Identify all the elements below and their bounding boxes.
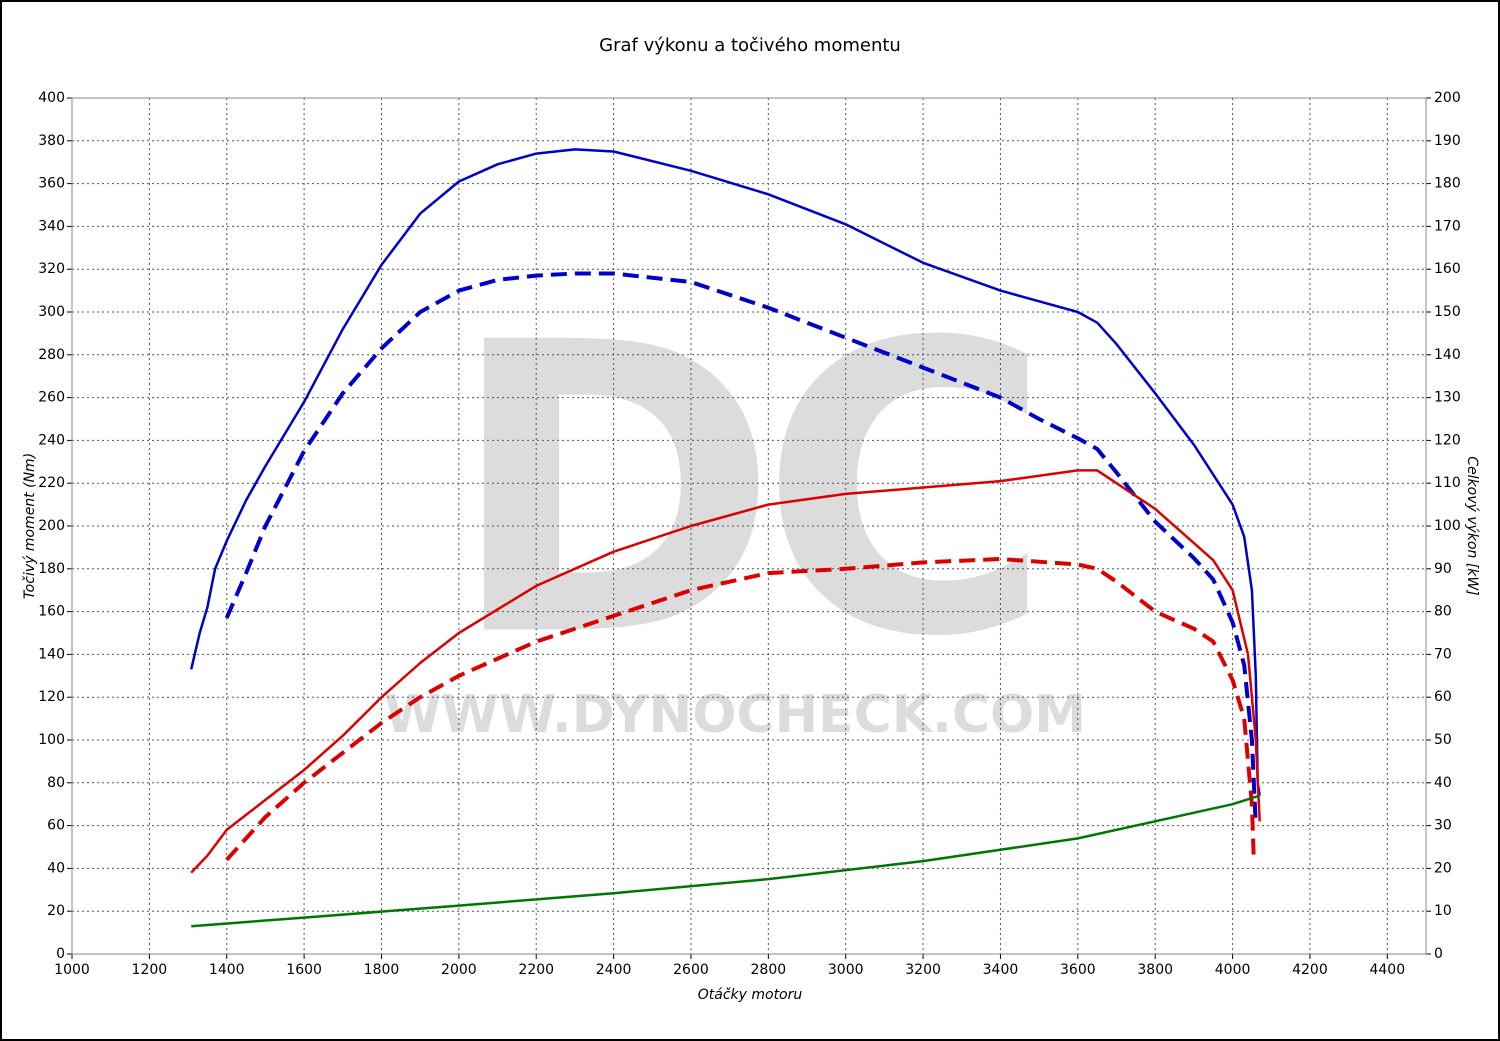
series-line (190, 469, 1261, 874)
watermark: WWW.DYNOCHECK.COM (384, 685, 1086, 745)
plot-border (71, 97, 1427, 955)
y-tick-label: 220 (38, 475, 65, 491)
y2-tick-label: 120 (1434, 432, 1461, 448)
x-tick-label: 3600 (1060, 962, 1096, 978)
y-tick-label: 80 (47, 775, 65, 791)
y-tick-label: 40 (47, 860, 65, 876)
y-tick-label: 200 (38, 518, 65, 534)
x-tick-label: 1000 (54, 962, 90, 978)
x-tick-label: 3800 (1137, 962, 1173, 978)
x-tick-label: 3000 (828, 962, 864, 978)
y-tick-label: 0 (56, 946, 65, 962)
x-tick-label: 2200 (518, 962, 554, 978)
series-line (225, 557, 1256, 862)
y-tick-label: 160 (38, 604, 65, 620)
y-tick-label: 180 (38, 561, 65, 577)
x-tick-label: 1400 (209, 962, 245, 978)
y-axis-label: Točivý moment (Nm) (22, 453, 38, 599)
x-tick-label: 1200 (132, 962, 168, 978)
y-tick-label: 280 (38, 347, 65, 363)
watermark: DC (447, 259, 1033, 724)
y2-tick-label: 100 (1434, 518, 1461, 534)
y-tick-label: 100 (38, 732, 65, 748)
y2-tick-label: 40 (1434, 775, 1452, 791)
chart-title: Graf výkonu a točivého momentu (599, 35, 901, 56)
y2-tick-label: 80 (1434, 604, 1452, 620)
y-tick-label: 360 (38, 176, 65, 192)
y2-tick-label: 10 (1434, 903, 1452, 919)
series-line (191, 794, 1261, 928)
x-tick-label: 4200 (1292, 962, 1328, 978)
y2-axis-label: Celkový výkon [kW] (1464, 456, 1480, 595)
x-tick-label: 3400 (983, 962, 1019, 978)
x-axis-label: Otáčky motoru (698, 987, 803, 1003)
y-tick-label: 140 (38, 646, 65, 662)
y-tick-label: 320 (38, 261, 65, 277)
x-tick-label: 2000 (441, 962, 477, 978)
y-tick-label: 260 (38, 390, 65, 406)
x-tick-label: 1600 (286, 962, 322, 978)
y-tick-label: 340 (38, 218, 65, 234)
y-tick-label: 120 (38, 689, 65, 705)
x-tick-label: 4000 (1215, 962, 1251, 978)
x-tick-label: 2600 (673, 962, 709, 978)
y2-tick-label: 50 (1434, 732, 1452, 748)
y2-tick-label: 140 (1434, 347, 1461, 363)
y-tick-label: 300 (38, 304, 65, 320)
y-tick-label: 240 (38, 432, 65, 448)
y-tick-label: 20 (47, 903, 65, 919)
y2-tick-label: 70 (1434, 646, 1452, 662)
y2-tick-label: 130 (1434, 390, 1461, 406)
y2-tick-label: 90 (1434, 561, 1452, 577)
y2-tick-label: 190 (1434, 133, 1461, 149)
x-tick-label: 4400 (1369, 962, 1405, 978)
y2-tick-label: 20 (1434, 860, 1452, 876)
y2-tick-label: 160 (1434, 261, 1461, 277)
x-tick-label: 2800 (751, 962, 787, 978)
y-tick-label: 60 (47, 818, 65, 834)
y-tick-label: 400 (38, 90, 65, 106)
series-line (189, 148, 1261, 796)
x-tick-label: 3200 (905, 962, 941, 978)
y2-tick-label: 180 (1434, 176, 1461, 192)
x-tick-label: 1800 (364, 962, 400, 978)
y2-tick-label: 150 (1434, 304, 1461, 320)
y2-tick-label: 110 (1434, 475, 1461, 491)
y2-tick-label: 60 (1434, 689, 1452, 705)
y2-tick-label: 200 (1434, 90, 1461, 106)
y-tick-label: 380 (38, 133, 65, 149)
x-tick-label: 2400 (596, 962, 632, 978)
y2-tick-label: 0 (1434, 946, 1443, 962)
y2-tick-label: 170 (1434, 218, 1461, 234)
y2-tick-label: 30 (1434, 818, 1452, 834)
